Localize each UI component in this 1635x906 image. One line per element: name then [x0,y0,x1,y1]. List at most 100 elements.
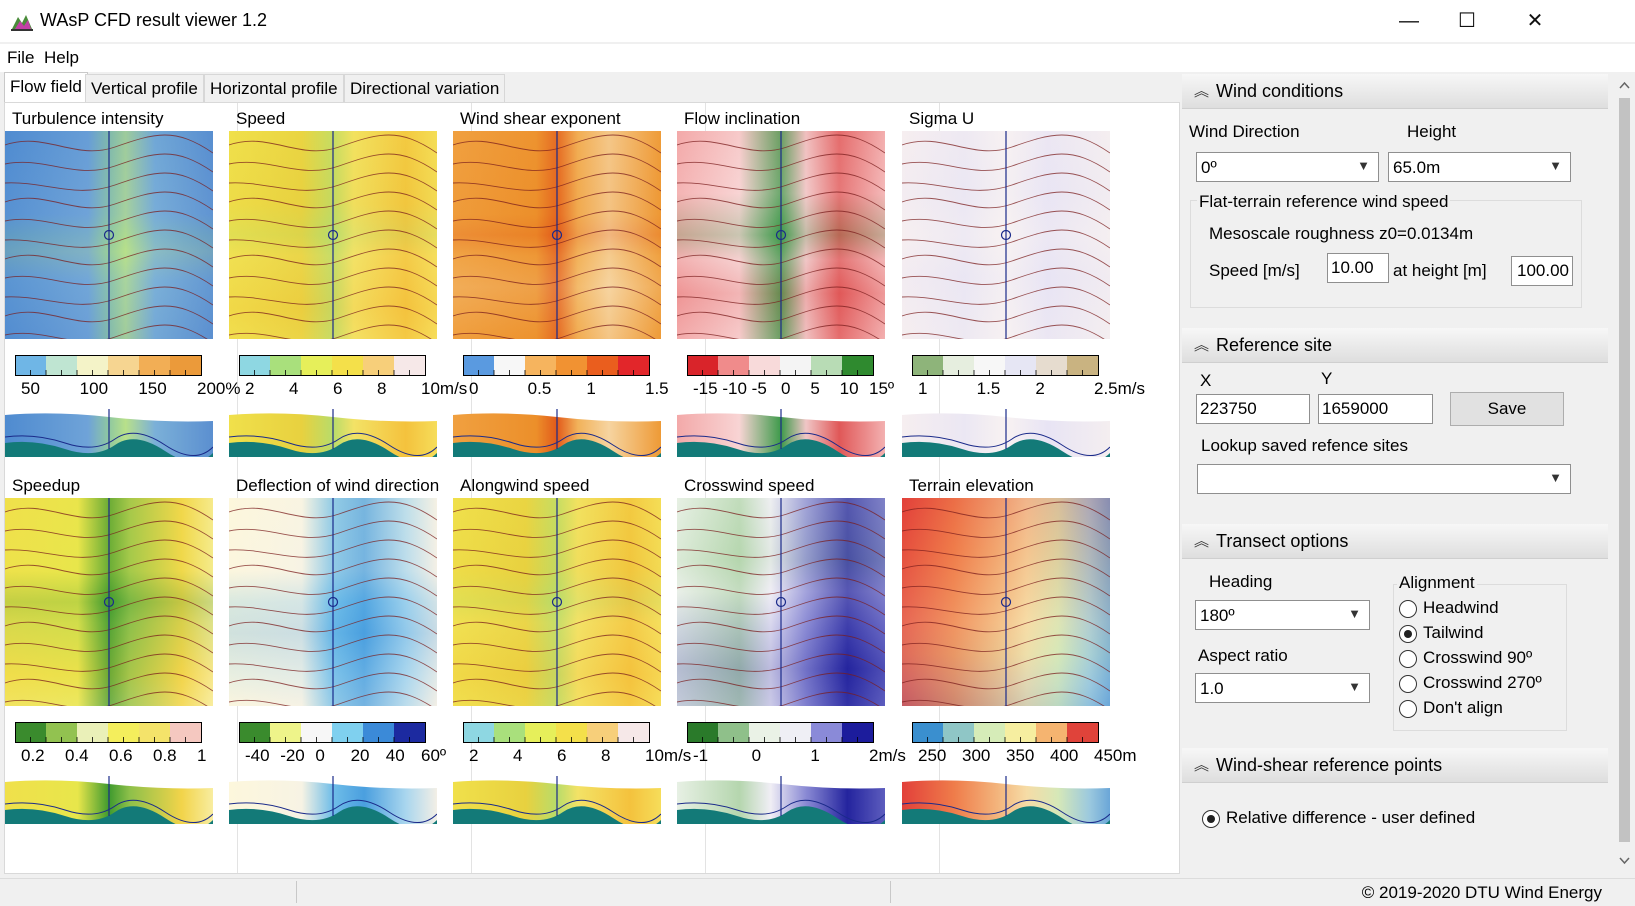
contour-map[interactable] [229,498,437,706]
scale-tick-label: 0 [751,746,762,765]
scale-tick-label: 5 [810,379,820,398]
scale-tick-label: 2 [245,379,255,398]
radio-crosswind-90[interactable] [1399,650,1417,668]
status-divider [296,881,297,903]
menu-file[interactable]: File [7,48,35,67]
color-scale-labels: -40 -20 0 20 40 60º [235,746,459,766]
close-button[interactable]: ✕ [1526,10,1544,32]
wind-direction-select[interactable]: 0º ▼ [1196,152,1379,182]
chevron-up-icon: ︽ [1194,337,1210,354]
menu-help[interactable]: Help [44,48,79,67]
color-scale-bar [239,355,426,376]
contour-map[interactable] [902,131,1110,339]
scale-tick-label: 1 [586,379,596,398]
section-title: Transect options [1216,531,1349,551]
contour-map[interactable] [453,498,661,706]
chevron-down-icon: ▼ [1348,606,1361,621]
contour-map[interactable] [677,131,885,339]
color-scale-bar [463,355,650,376]
y-label: Y [1321,369,1333,388]
scale-tick-label: 150 [138,379,167,398]
radio-tailwind[interactable] [1399,625,1417,643]
plot-defl-6: Deflection of wind direction -40 -20 0 20 40… [229,470,459,848]
scale-tick-label: 40 [385,746,405,765]
scale-tick-label: 1 [197,746,207,765]
aspect-ratio-label: Aspect ratio [1198,646,1288,665]
scale-tick-label: 100 [79,379,109,398]
plot-title: Speedup [12,476,81,495]
transect-profile [902,776,1110,824]
height-select[interactable]: 65.0m ▼ [1388,152,1571,182]
status-bar: © 2019-2020 DTU Wind Energy [0,878,1635,906]
color-scale-bar [912,722,1099,743]
color-scale-bar [687,722,874,743]
scale-tick-label: 8 [601,746,611,765]
minimize-button[interactable]: — [1399,10,1419,32]
plot-speed-1: Speed 2 4 6 8 10m/s [229,103,467,481]
scale-tick-label: -20 [280,746,305,765]
color-scale-bar [15,355,202,376]
contour-map[interactable] [229,131,437,339]
heading-select[interactable]: 180º ▼ [1195,600,1370,630]
tab-directional-variation[interactable]: Directional variation [344,74,506,102]
scale-tick-label: 0.4 [65,746,89,765]
scale-tick-label: 1 [810,746,820,765]
scale-tick-label: 20 [350,746,370,765]
plot-shear-2: Wind shear exponent 0 0.5 1 1.5 [453,103,683,481]
scale-tick-label: 4 [289,379,299,398]
scale-tick-label: 450m [1094,746,1137,765]
maximize-button[interactable]: ☐ [1458,10,1476,32]
at-height-label: at height [m] [1393,261,1487,280]
radio-dont-align[interactable] [1399,700,1417,718]
chevron-down-icon: ▼ [1549,470,1562,485]
transect-profile [677,409,885,457]
contour-map[interactable] [453,131,661,339]
x-input[interactable]: 223750 [1196,394,1310,424]
section-title: Wind-shear reference points [1216,755,1443,775]
lookup-sites-select[interactable]: ▼ [1197,464,1571,494]
scale-tick-label: 8 [377,379,387,398]
scale-tick-label: 1.5 [645,379,669,398]
speed-input[interactable]: 10.00 [1327,253,1389,283]
save-button[interactable]: Save [1450,392,1564,426]
lookup-label: Lookup saved refence sites [1201,436,1408,455]
scale-tick-label: 0 [469,379,479,398]
color-scale-labels: 250 300 350 400 450m [908,746,1137,766]
contour-map[interactable] [5,131,213,339]
radio-label-crosswind-90: Crosswind 90º [1423,648,1533,667]
tab-flow-field[interactable]: Flow field [4,72,88,103]
transect-options-header[interactable]: ︽ Transect options [1182,524,1608,559]
transect-profile [902,409,1110,457]
tab-vertical-profile[interactable]: Vertical profile [85,74,204,102]
at-height-input[interactable]: 100.00 [1511,256,1573,286]
y-input[interactable]: 1659000 [1318,394,1433,424]
transect-profile [5,776,213,824]
roughness-text: Mesoscale roughness z0=0.0134m [1209,224,1474,243]
contour-map[interactable] [677,498,885,706]
height-label: Height [1407,122,1457,141]
vertical-scrollbar[interactable] [1614,74,1635,876]
chevron-up-icon: ︽ [1194,83,1210,100]
wind-conditions-header[interactable]: ︽ Wind conditions [1182,74,1608,109]
scale-tick-label: 6 [333,379,343,398]
color-scale-labels: 2 4 6 8 10m/s [235,379,467,399]
contour-map[interactable] [5,498,213,706]
transect-profile [229,776,437,824]
flat-terrain-label: Flat-terrain reference wind speed [1197,192,1451,212]
tab-horizontal-profile[interactable]: Horizontal profile [204,74,344,102]
scale-tick-label: -10 [722,379,747,398]
radio-crosswind-270[interactable] [1399,675,1417,693]
scale-tick-label: 400 [1050,746,1079,765]
plot-title: Speed [236,109,286,128]
plot-title: Flow inclination [684,109,801,128]
radio-headwind[interactable] [1399,600,1417,618]
color-scale-labels: 0.2 0.4 0.6 0.8 1 [11,746,235,766]
plot-speed-7: Alongwind speed 2 4 6 8 10m/s [453,470,691,848]
reference-site-header[interactable]: ︽ Reference site [1182,328,1608,363]
aspect-ratio-select[interactable]: 1.0 ▼ [1195,673,1370,703]
radio-relative-difference[interactable] [1202,810,1220,828]
plot-elev-9: Terrain elevation 250 300 350 400 450m [902,470,1137,848]
scale-tick-label: 4 [513,746,523,765]
contour-map[interactable] [902,498,1110,706]
wind-shear-header[interactable]: ︽ Wind-shear reference points [1182,748,1608,783]
